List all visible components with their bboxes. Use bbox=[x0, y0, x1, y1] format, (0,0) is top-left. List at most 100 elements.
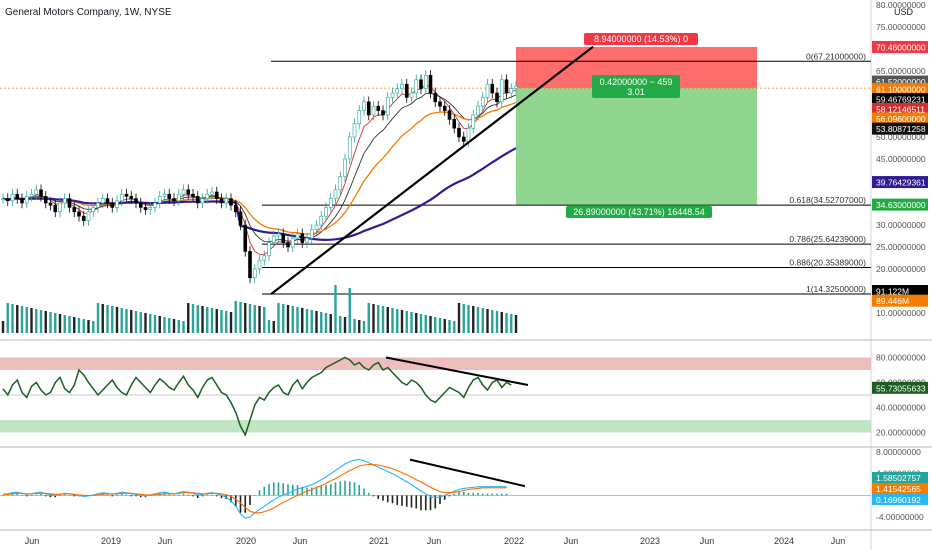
macd-histogram-bar bbox=[462, 491, 465, 496]
volume-bar bbox=[35, 309, 38, 333]
trendlines[interactable] bbox=[270, 45, 594, 488]
candle-body bbox=[148, 207, 153, 210]
fib-levels[interactable]: 0(67.21000000) 0.618(34.52707000) 0.786(25… bbox=[262, 51, 871, 295]
candle-body bbox=[504, 79, 509, 94]
volume-bar bbox=[258, 306, 261, 333]
macd-histogram-bar bbox=[301, 486, 304, 496]
macd-histogram-bar bbox=[386, 495, 389, 503]
macd-histogram-bar bbox=[491, 493, 494, 496]
macd-divergence-line[interactable] bbox=[409, 458, 526, 488]
price-tick-label: 10.00000000 bbox=[876, 308, 926, 318]
macd-histogram-bar bbox=[177, 494, 180, 496]
candle-body bbox=[15, 193, 20, 199]
time-tick-label: 2022 bbox=[504, 536, 524, 546]
volume-bar bbox=[381, 306, 385, 333]
candle-body bbox=[39, 189, 43, 197]
price-trendline[interactable] bbox=[270, 45, 594, 295]
volume-bar bbox=[505, 313, 508, 333]
rsi-divergence-line[interactable] bbox=[385, 356, 529, 386]
candle-body bbox=[119, 193, 124, 202]
position-tool[interactable] bbox=[0, 46, 871, 205]
candle-body bbox=[129, 196, 134, 199]
volume-bar bbox=[25, 307, 28, 333]
time-tick-label: 2019 bbox=[101, 536, 121, 546]
ema-slow-line bbox=[2, 101, 517, 235]
rsi-overbought-band bbox=[0, 357, 871, 370]
fib-level-label: 0.618(34.52707000) bbox=[789, 195, 866, 205]
macd-histogram-bar bbox=[439, 495, 441, 505]
stop-label: 8.94000000 (14.53%) 0 bbox=[594, 34, 688, 44]
volume-bar bbox=[443, 319, 446, 333]
candle-body bbox=[5, 198, 10, 202]
candle-body bbox=[499, 79, 504, 103]
risk-reward-label-bg bbox=[592, 75, 680, 98]
candle-body bbox=[48, 202, 53, 206]
macd-histogram-bar bbox=[135, 495, 137, 497]
macd-histogram-bar bbox=[329, 484, 332, 496]
macd-histogram-bar bbox=[11, 493, 14, 496]
target-label: 26.89000000 (43.71%) 16448.54 bbox=[573, 207, 705, 217]
candle-body bbox=[271, 235, 276, 243]
macd-histogram-bar bbox=[310, 487, 313, 496]
candle-body bbox=[143, 207, 148, 210]
volume-bar bbox=[49, 312, 52, 333]
volume-bar bbox=[54, 313, 57, 333]
candle-body bbox=[347, 136, 352, 160]
currency-label: USD bbox=[894, 7, 914, 17]
volume-bar bbox=[111, 306, 114, 333]
macd-histogram-bar bbox=[44, 495, 47, 497]
macd-histogram-bar bbox=[54, 495, 57, 498]
volume-bar bbox=[362, 321, 366, 333]
macd-histogram-bar bbox=[106, 494, 109, 496]
time-axis[interactable]: Jun 2019 Jun 2020 Jun 2021 Jun 2022 Jun 2023 Jun 20… bbox=[25, 536, 846, 546]
volume-bar bbox=[125, 309, 128, 333]
macd-histogram-bar bbox=[358, 485, 361, 496]
volume-bar bbox=[248, 304, 252, 333]
sma-long-line bbox=[2, 147, 517, 242]
candle-body bbox=[485, 83, 490, 98]
rsi-tick-label: 20.00000000 bbox=[876, 428, 926, 438]
rsi-tick-label: 40.00000000 bbox=[876, 403, 926, 413]
volume-bar bbox=[263, 307, 266, 333]
time-tick-label: 2024 bbox=[774, 536, 794, 546]
price-tag-bg bbox=[872, 198, 928, 211]
volume-bar bbox=[225, 311, 228, 333]
macd-histogram-bar bbox=[59, 495, 61, 496]
candle-body bbox=[124, 193, 129, 197]
candle-body bbox=[267, 242, 271, 257]
macd-histogram-bar bbox=[196, 495, 199, 499]
rsi-bands bbox=[0, 357, 871, 496]
volume-bar bbox=[44, 311, 47, 333]
macd-histogram-bar bbox=[249, 495, 251, 505]
volume-bar bbox=[272, 321, 275, 333]
volume-bar bbox=[30, 308, 33, 333]
candle-body bbox=[471, 114, 476, 129]
candle-body bbox=[96, 202, 100, 208]
take-profit-zone[interactable] bbox=[516, 88, 757, 205]
volume-bar bbox=[415, 313, 418, 333]
candle-body bbox=[24, 196, 29, 204]
candle-body bbox=[134, 198, 138, 204]
macd-histogram-bar bbox=[472, 492, 475, 496]
candle-body bbox=[357, 110, 362, 125]
macd-histogram-bar bbox=[363, 488, 365, 496]
candle-body bbox=[300, 233, 305, 243]
volume-bar bbox=[372, 304, 375, 333]
price-tick-label: 80.00000000 bbox=[876, 0, 926, 10]
macd-histogram-bar bbox=[272, 482, 275, 496]
candle-body bbox=[29, 193, 34, 197]
price-tick-label: 45.00000000 bbox=[876, 154, 926, 164]
macd-histogram-bar bbox=[268, 484, 270, 496]
volume-bar bbox=[101, 304, 104, 333]
rsi-series-line bbox=[2, 356, 512, 437]
candle-body bbox=[238, 211, 243, 226]
candle-body bbox=[385, 97, 390, 116]
volume-bar bbox=[77, 318, 81, 333]
macd-histogram-bar bbox=[139, 495, 142, 498]
price-tag: 53.80871258 bbox=[876, 124, 926, 134]
candle-body bbox=[319, 215, 324, 226]
candle-body bbox=[1, 198, 5, 200]
volume-bar bbox=[486, 309, 489, 333]
